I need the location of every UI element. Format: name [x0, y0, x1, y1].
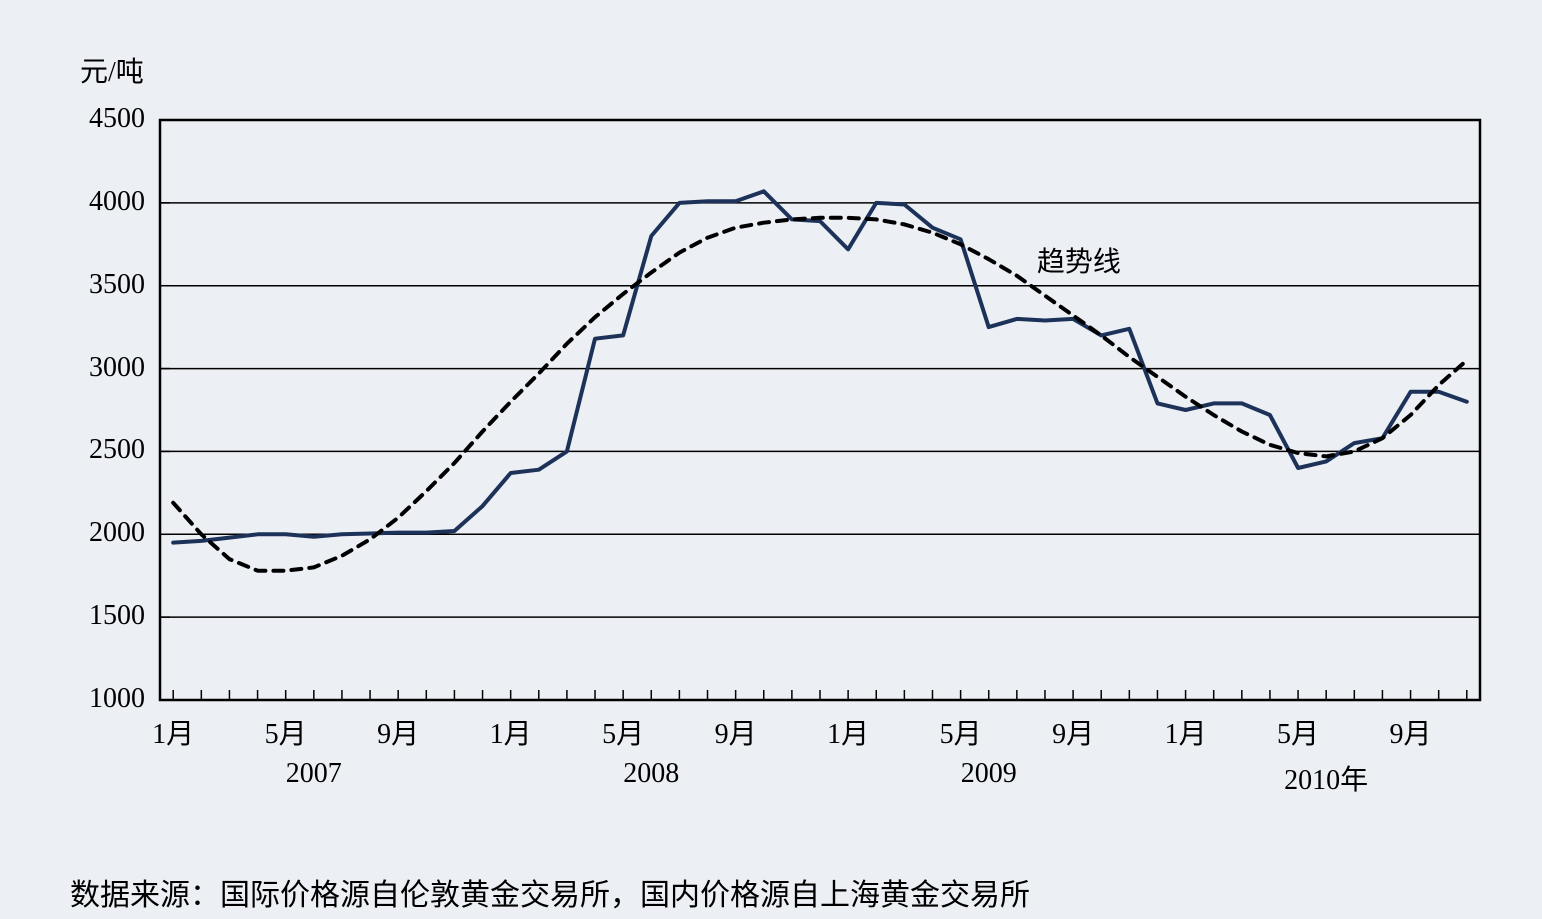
x-year-label: 2010年 — [1284, 758, 1368, 798]
x-tick-label: 5月 — [940, 712, 982, 752]
y-tick-label: 2000 — [65, 517, 145, 549]
x-tick-label: 5月 — [602, 712, 644, 752]
x-tick-label: 1月 — [1165, 712, 1207, 752]
x-tick-label: 5月 — [265, 712, 307, 752]
series-price — [173, 191, 1467, 542]
y-tick-label: 3000 — [65, 352, 145, 384]
x-year-label: 2007 — [286, 758, 342, 790]
y-tick-label: 1000 — [65, 683, 145, 715]
y-axis-title: 元/吨 — [80, 50, 144, 90]
x-tick-label: 1月 — [490, 712, 532, 752]
x-tick-label: 9月 — [1390, 712, 1432, 752]
series-trend — [173, 218, 1467, 571]
y-tick-label: 1500 — [65, 600, 145, 632]
y-tick-label: 4000 — [65, 186, 145, 218]
x-year-label: 2009 — [961, 758, 1017, 790]
x-year-label: 2008 — [623, 758, 679, 790]
x-tick-label: 9月 — [715, 712, 757, 752]
x-tick-label: 1月 — [827, 712, 869, 752]
y-tick-label: 3500 — [65, 269, 145, 301]
trend-annotation: 趋势线 — [1037, 240, 1121, 280]
x-tick-label: 5月 — [1277, 712, 1319, 752]
source-note: 数据来源：国际价格源自伦敦黄金交易所，国内价格源自上海黄金交易所 — [70, 870, 1030, 914]
chart-container: 元/吨 趋势线 数据来源：国际价格源自伦敦黄金交易所，国内价格源自上海黄金交易所… — [0, 0, 1542, 919]
y-tick-label: 2500 — [65, 434, 145, 466]
y-tick-label: 4500 — [65, 103, 145, 135]
x-tick-label: 9月 — [1052, 712, 1094, 752]
x-tick-label: 1月 — [152, 712, 194, 752]
x-tick-label: 9月 — [377, 712, 419, 752]
